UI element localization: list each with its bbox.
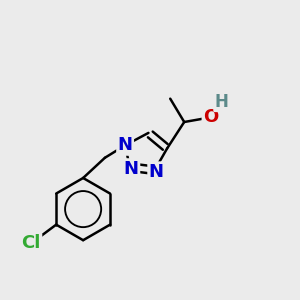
- Text: N: N: [149, 163, 164, 181]
- Text: N: N: [124, 160, 139, 178]
- Text: H: H: [214, 93, 229, 111]
- Text: Cl: Cl: [22, 234, 41, 252]
- Text: O: O: [203, 108, 218, 126]
- Text: N: N: [118, 136, 133, 154]
